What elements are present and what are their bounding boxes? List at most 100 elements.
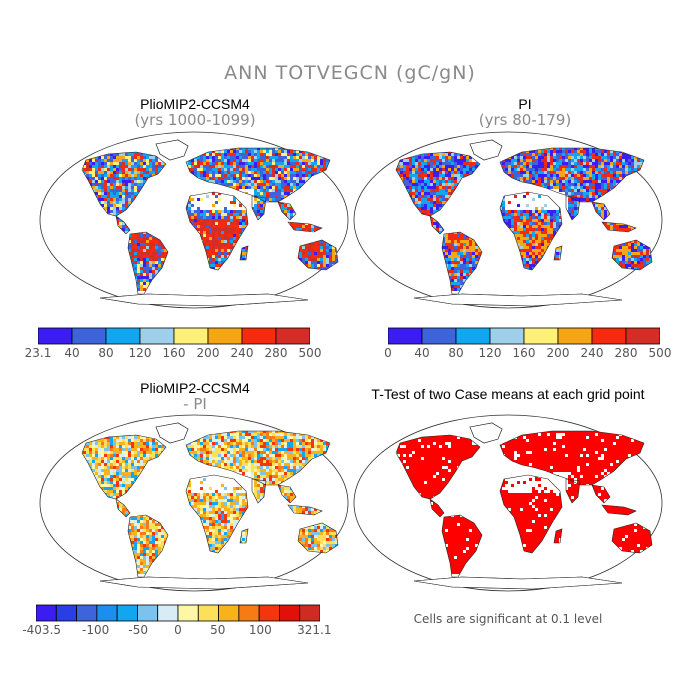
coastline-indonesia [601, 504, 637, 516]
colorbar-swatch [557, 327, 593, 345]
colorbar-swatch [207, 327, 243, 345]
colorbar-swatch [71, 327, 107, 345]
colorbar-tick-label: 321.1 [297, 623, 332, 637]
greenland-outline [155, 139, 189, 161]
colorbar-tick-label: 100 [248, 623, 272, 637]
colorbar-swatch [299, 604, 320, 622]
coastline-southAmerica [441, 514, 483, 578]
colorbar-swatch [38, 327, 73, 345]
map-diff [39, 414, 349, 592]
coastline-india [251, 478, 267, 504]
panel-pi-subtitle: (yrs 80-179) [478, 111, 572, 129]
map-plio [39, 131, 349, 309]
colorbar-swatch [96, 604, 118, 622]
coastline-madagascar [553, 245, 563, 261]
coastline-india [565, 195, 581, 221]
colorbar-tick-label: 500 [648, 346, 672, 360]
colorbar-swatch [388, 327, 423, 345]
coastline-india [565, 478, 581, 504]
colorbar-swatch [591, 327, 627, 345]
colorbar-tick-label: 240 [230, 346, 254, 360]
coastline-australia [611, 522, 653, 554]
colorbar-swatch [258, 604, 280, 622]
coastline-northAmerica [395, 151, 481, 217]
colorbar-tick-label: -50 [128, 623, 149, 637]
colorbar-swatch [218, 604, 240, 622]
colorbar-swatch [455, 327, 491, 345]
colorbar-swatch [36, 604, 57, 622]
coastline-seAsia [591, 201, 611, 221]
map-pi [353, 131, 663, 309]
coastline-northAmerica [81, 434, 167, 500]
significance-note: Cells are significant at 0.1 level [413, 612, 603, 626]
colorbar-swatch [173, 327, 209, 345]
coastline-seAsia [591, 484, 611, 504]
colorbar-tick-label: 80 [448, 346, 464, 360]
colorbar-swatch [137, 604, 159, 622]
colorbar-diff-labels: -403.5 -100 -50 0 50 100 321.1 [22, 623, 331, 639]
colorbar-tick-label: 50 [210, 623, 226, 637]
colorbar-pi [388, 327, 660, 345]
colorbar-tick-label: 200 [546, 346, 570, 360]
colorbar-tick-label: 40 [64, 346, 80, 360]
colorbar-swatch [625, 327, 660, 345]
colorbar-tick-label: 120 [478, 346, 502, 360]
coastline-centralAm [115, 215, 131, 235]
colorbar-tick-label: 23.1 [24, 346, 52, 360]
panel-diff-subtitle: - PI [183, 395, 207, 413]
greenland-outline [469, 139, 503, 161]
coastline-seAsia [277, 484, 297, 504]
coastline-eurasia [499, 430, 645, 486]
panel-plio-subtitle: (yrs 1000-1099) [134, 111, 256, 129]
antarctica-outline [99, 293, 309, 307]
colorbar-swatch [116, 604, 138, 622]
panel-diff-title: PlioMIP2-CCSM4 [140, 380, 250, 396]
colorbar-tick-label: 40 [414, 346, 430, 360]
coastline-madagascar [239, 528, 249, 544]
colorbar-tick-label: 0 [384, 346, 392, 360]
colorbar-swatch [157, 604, 179, 622]
colorbar-swatch [139, 327, 175, 345]
antarctica-outline [413, 293, 623, 307]
colorbar-tick-label: 500 [298, 346, 322, 360]
panel-ttest-title: T-Test of two Case means at each grid po… [371, 386, 645, 402]
coastline-india [251, 195, 267, 221]
coastline-madagascar [239, 245, 249, 261]
colorbar-swatch [76, 604, 98, 622]
coastline-australia [611, 239, 653, 271]
coastline-africa [185, 474, 249, 554]
figure-title: ANN TOTVEGCN (gC/gN) [224, 62, 476, 84]
colorbar-swatch [275, 327, 310, 345]
greenland-outline [155, 422, 189, 444]
colorbar-swatch [238, 604, 260, 622]
colorbar-tick-label: 0 [174, 623, 182, 637]
coastline-southAmerica [127, 231, 169, 295]
colorbar-tick-label: 80 [98, 346, 114, 360]
colorbar-tick-label: 160 [512, 346, 536, 360]
coastline-australia [297, 239, 339, 271]
antarctica-outline [99, 576, 309, 590]
colorbar-tick-label: 120 [128, 346, 152, 360]
coastline-centralAm [429, 498, 445, 518]
colorbar-swatch [105, 327, 141, 345]
colorbar-plio [38, 327, 310, 345]
colorbar-swatch [279, 604, 301, 622]
colorbar-swatch [197, 604, 219, 622]
coastline-indonesia [601, 221, 637, 233]
colorbar-tick-label: 200 [196, 346, 220, 360]
greenland-outline [469, 422, 503, 444]
panel-plio-title: PlioMIP2-CCSM4 [140, 96, 250, 112]
colorbar-tick-label: 280 [614, 346, 638, 360]
colorbar-swatch [241, 327, 277, 345]
coastline-australia [297, 522, 339, 554]
colorbar-plio-labels: 23.1 40 80 120 160 200 240 280 500 [25, 346, 322, 362]
coastline-centralAm [429, 215, 445, 235]
coastline-africa [185, 191, 249, 271]
coastline-northAmerica [81, 151, 167, 217]
coastline-indonesia [287, 221, 323, 233]
coastline-southAmerica [127, 514, 169, 578]
colorbar-tick-label: -403.5 [22, 623, 62, 637]
coastline-africa [499, 474, 563, 554]
coastline-northAmerica [395, 434, 481, 500]
coastline-africa [499, 191, 563, 271]
